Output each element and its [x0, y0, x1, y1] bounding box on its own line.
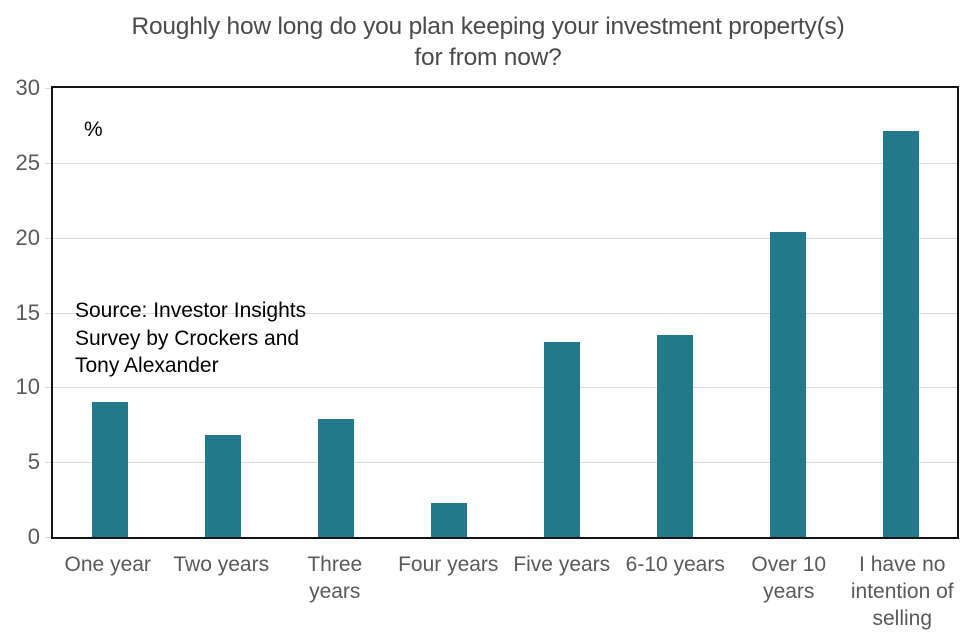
x-category-label: Two years — [165, 551, 279, 632]
y-tick-label: 15 — [15, 299, 40, 325]
gridline — [53, 312, 957, 314]
x-category-label: Five years — [505, 551, 619, 632]
bar — [769, 231, 806, 537]
y-tick-mark — [45, 162, 51, 164]
y-tick-label: 20 — [15, 224, 40, 250]
y-tick-mark — [45, 387, 51, 389]
x-category-label: One year — [51, 551, 165, 632]
x-category-label: Three years — [278, 551, 392, 632]
y-tick-mark — [45, 237, 51, 239]
x-axis-labels: One year Two years Three years Four years Fiv… — [51, 551, 959, 632]
bar-slot — [53, 88, 166, 537]
bar — [204, 435, 241, 537]
bar — [543, 342, 580, 537]
bar-slot — [844, 88, 957, 537]
x-category-label-line: I have no — [859, 553, 946, 576]
x-category-label-line: Two years — [173, 553, 270, 576]
y-axis-unit-label: % — [84, 118, 103, 141]
x-category-label-line: 6-10 years — [625, 553, 725, 576]
bar-slot — [279, 88, 392, 537]
gridline — [53, 162, 957, 164]
chart-title-line-2: for from now? — [414, 44, 562, 71]
bar — [656, 334, 693, 537]
y-tick-mark — [45, 88, 51, 89]
x-category-label: Four years — [392, 551, 506, 632]
y-tick-label: 5 — [27, 449, 40, 475]
x-category-label: Over 10 years — [732, 551, 846, 632]
x-category-label-line: Over 10 — [751, 553, 827, 576]
x-category-label-line: years — [309, 580, 361, 603]
x-category-label-line: One year — [64, 553, 151, 576]
x-category-label-line: Four years — [398, 553, 499, 576]
x-category-label: 6-10 years — [619, 551, 733, 632]
gridline — [53, 387, 957, 389]
x-category-label: I have no intention of selling — [846, 551, 960, 632]
bar-slot — [618, 88, 731, 537]
x-category-label-line: selling — [872, 607, 933, 630]
x-category-label-line: Five years — [513, 553, 611, 576]
x-category-label-line: years — [763, 580, 815, 603]
y-tick-label: 0 — [27, 524, 40, 549]
y-tick-label: 25 — [15, 149, 40, 175]
chart-title-line-1: Roughly how long do you plan keeping you… — [131, 13, 845, 40]
x-category-label-line: Three — [307, 553, 363, 576]
plot-area: % Source: Investor Insights Survey by Cr… — [45, 86, 959, 539]
y-tick-label: 10 — [15, 374, 40, 400]
x-category-label-line: intention of — [850, 580, 954, 603]
gridline — [53, 237, 957, 239]
source-note: Source: Investor Insights Survey by Croc… — [75, 299, 307, 377]
chart-title: Roughly how long do you plan keeping you… — [0, 11, 976, 73]
bar — [430, 502, 467, 537]
gridline — [53, 462, 957, 464]
bar-series — [53, 88, 957, 537]
y-tick-mark — [45, 312, 51, 314]
bar-slot — [166, 88, 279, 537]
bar-slot — [392, 88, 505, 537]
y-tick-label: 30 — [15, 75, 40, 100]
bar-slot — [731, 88, 844, 537]
bar — [317, 418, 354, 537]
bar — [882, 131, 919, 537]
bar — [91, 402, 128, 537]
y-tick-mark — [45, 462, 51, 464]
bar-slot — [505, 88, 618, 537]
y-tick-mark — [45, 537, 51, 538]
